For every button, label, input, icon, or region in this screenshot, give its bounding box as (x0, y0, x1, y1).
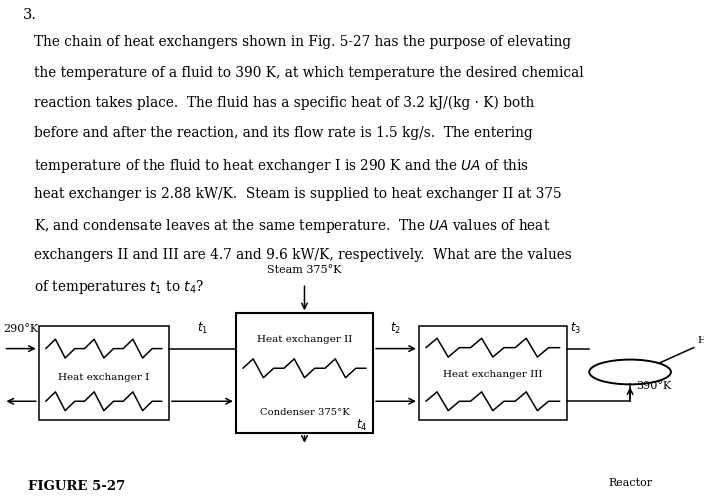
Text: 3.: 3. (23, 8, 37, 22)
Text: heat exchanger is 2.88 kW/K.  Steam is supplied to heat exchanger II at 375: heat exchanger is 2.88 kW/K. Steam is su… (34, 187, 561, 201)
Bar (236, 313, 373, 433)
Text: Reactor: Reactor (608, 478, 652, 488)
Text: the temperature of a fluid to 390 K, at which temperature the desired chemical: the temperature of a fluid to 390 K, at … (34, 66, 584, 80)
Text: $t_1$: $t_1$ (197, 321, 208, 336)
Text: Steam 375°K: Steam 375°K (268, 265, 341, 275)
Text: reaction takes place.  The fluid has a specific heat of 3.2 kJ/(kg · K) both: reaction takes place. The fluid has a sp… (34, 96, 534, 110)
Text: Heat exchanger III: Heat exchanger III (443, 370, 543, 379)
Text: 390°K: 390°K (636, 381, 671, 391)
Text: $t_4$: $t_4$ (356, 418, 367, 433)
Text: Condenser 375°K: Condenser 375°K (260, 408, 349, 417)
Bar (419, 326, 567, 420)
Text: The chain of heat exchangers shown in Fig. 5-27 has the purpose of elevating: The chain of heat exchangers shown in Fi… (34, 35, 571, 49)
Text: $t_2$: $t_2$ (391, 321, 401, 336)
Circle shape (589, 360, 671, 384)
Text: Heat exchanger II: Heat exchanger II (257, 335, 352, 344)
Text: $t_3$: $t_3$ (570, 321, 582, 336)
Text: Heat exchanger I: Heat exchanger I (58, 373, 149, 382)
Text: exchangers II and III are 4.7 and 9.6 kW/K, respectively.  What are the values: exchangers II and III are 4.7 and 9.6 kW… (34, 248, 572, 261)
Text: of temperatures $t_1$ to $t_4$?: of temperatures $t_1$ to $t_4$? (34, 278, 204, 296)
Text: FIGURE 5-27: FIGURE 5-27 (28, 480, 125, 493)
Text: before and after the reaction, and its flow rate is 1.5 kg/s.  The entering: before and after the reaction, and its f… (34, 126, 532, 140)
Text: Heat: Heat (698, 336, 704, 345)
Bar (39, 326, 169, 420)
Text: 290°K: 290°K (4, 324, 39, 333)
Text: temperature of the fluid to heat exchanger I is 290 K and the $\mathit{UA}$ of t: temperature of the fluid to heat exchang… (34, 157, 529, 174)
Text: K, and condensate leaves at the same temperature.  The $\mathit{UA}$ values of h: K, and condensate leaves at the same tem… (34, 217, 551, 235)
